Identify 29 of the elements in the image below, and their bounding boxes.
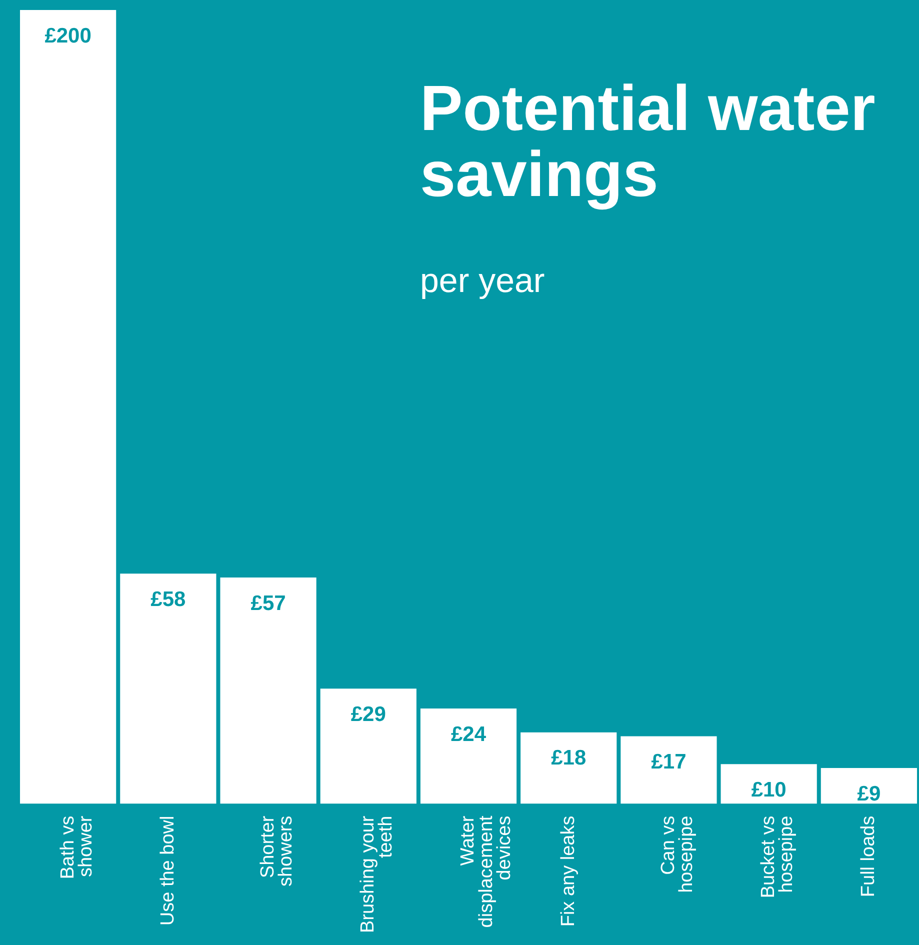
x-tick-label: Bath vs shower (57, 815, 96, 880)
x-tick-label: Can vs hosepipe (658, 816, 698, 893)
bar (120, 574, 216, 804)
data-label: £10 (751, 778, 786, 802)
data-label: £29 (350, 702, 386, 726)
x-tick-label: Shorter showers (258, 815, 297, 887)
x-tick-label: Water displacement devices (458, 815, 515, 928)
bar (320, 688, 416, 804)
bar (820, 768, 917, 804)
bar (720, 764, 817, 804)
bar (20, 10, 116, 804)
data-label: £58 (150, 588, 186, 611)
bar (420, 708, 517, 804)
x-tick-label: Fix any leaks (558, 816, 579, 927)
text: per year (420, 262, 545, 301)
data-label: £200 (44, 24, 92, 48)
x-tick-label: Full loads (858, 816, 880, 898)
x-tick-label: Brushing your teeth (358, 815, 397, 934)
data-label: £9 (857, 782, 881, 806)
x-tick-label: Use the bowl (157, 816, 178, 926)
bar (620, 736, 717, 804)
data-label: £24 (450, 722, 486, 746)
bar (520, 732, 617, 804)
data-label: £57 (250, 592, 286, 615)
x-tick-label: Bucket vs hosepipe (758, 816, 798, 898)
data-label: £18 (551, 746, 586, 770)
data-label: £17 (651, 750, 686, 774)
text: Potential water savings (420, 72, 876, 210)
bar (220, 578, 316, 804)
